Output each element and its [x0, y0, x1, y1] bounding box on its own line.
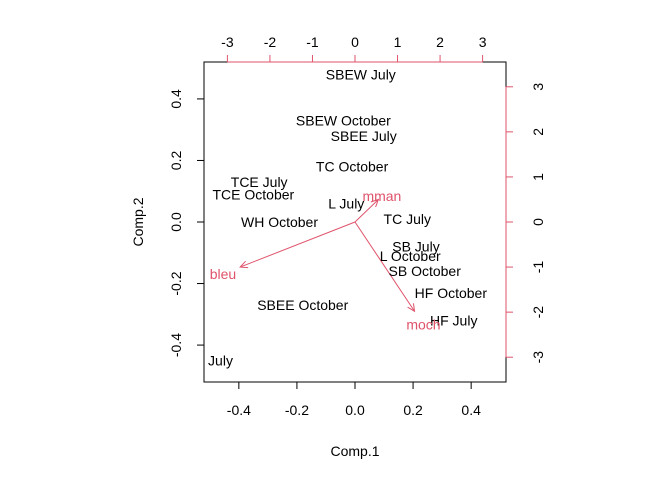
x-tick-label: -0.4 — [227, 402, 251, 418]
score-point-label: SBEE July — [331, 128, 397, 144]
score-point-label: WH July — [181, 352, 233, 368]
loading-arrow-head — [370, 198, 380, 208]
loading-label: bleu — [210, 266, 236, 282]
y-axis-title: Comp.2 — [130, 197, 146, 246]
right-tick-label: -3 — [530, 351, 546, 364]
y-tick-label: -0.4 — [168, 333, 184, 357]
top-tick-label: -2 — [264, 34, 277, 50]
y-tick-label: 0.0 — [168, 212, 184, 232]
x-tick-label: 0.2 — [403, 402, 423, 418]
x-tick-label: 0.0 — [345, 402, 365, 418]
loading-arrow-head — [239, 260, 249, 269]
right-tick-label: -2 — [530, 306, 546, 319]
loading-label: mman — [362, 188, 401, 204]
y-tick-label: -0.2 — [168, 271, 184, 295]
y-tick-label: 0.4 — [168, 89, 184, 109]
score-point-label: HF October — [415, 285, 488, 301]
loading-arrow-shaft — [239, 221, 356, 268]
score-point-label: TCE July — [231, 174, 288, 190]
score-point-label: SB October — [389, 263, 462, 279]
score-point-label: L July — [328, 196, 364, 212]
top-tick-label: 1 — [394, 34, 402, 50]
loading-labels: mman bleu moch — [210, 188, 441, 333]
x-axis-title: Comp.1 — [330, 443, 379, 459]
top-tick-label: -1 — [306, 34, 319, 50]
top-tick-label: 2 — [436, 34, 444, 50]
score-point-label: SBEW October — [296, 112, 391, 128]
score-point-label: TC July — [384, 211, 431, 227]
loading-label: moch — [406, 317, 440, 333]
bottom-axis: -0.4 -0.2 0.0 0.2 0.4 — [227, 381, 481, 418]
top-axis: -3 -2 -1 0 1 2 3 — [221, 34, 487, 63]
x-tick-label: 0.4 — [461, 402, 481, 418]
right-tick-label: 3 — [530, 83, 546, 91]
top-tick-label: -3 — [221, 34, 234, 50]
right-axis: -3 -2 -1 0 1 2 3 — [505, 83, 546, 364]
left-axis: -0.4 -0.2 0.0 0.2 0.4 — [168, 89, 205, 357]
top-tick-label: 0 — [351, 34, 359, 50]
score-point-label: SB July — [392, 239, 439, 255]
loading-arrows — [239, 198, 416, 313]
x-tick-label: -0.2 — [285, 402, 309, 418]
score-point-label: SBEW July — [326, 66, 396, 82]
right-tick-label: -1 — [530, 261, 546, 274]
y-tick-label: 0.2 — [168, 151, 184, 171]
top-tick-label: 3 — [479, 34, 487, 50]
loading-arrow-head — [407, 303, 416, 313]
score-point-label: TC October — [316, 159, 389, 175]
score-point-label: WH October — [241, 214, 318, 230]
right-tick-label: 1 — [530, 173, 546, 181]
score-point-label: L October — [380, 248, 441, 264]
score-point-label: TCE October — [213, 186, 295, 202]
score-point-label: SBEE October — [257, 297, 348, 313]
score-point-label: HF July — [430, 312, 477, 328]
loading-arrow-shaft — [354, 221, 415, 312]
loading-arrow-shaft — [354, 199, 379, 223]
right-tick-label: 0 — [530, 218, 546, 226]
right-tick-label: 2 — [530, 128, 546, 136]
